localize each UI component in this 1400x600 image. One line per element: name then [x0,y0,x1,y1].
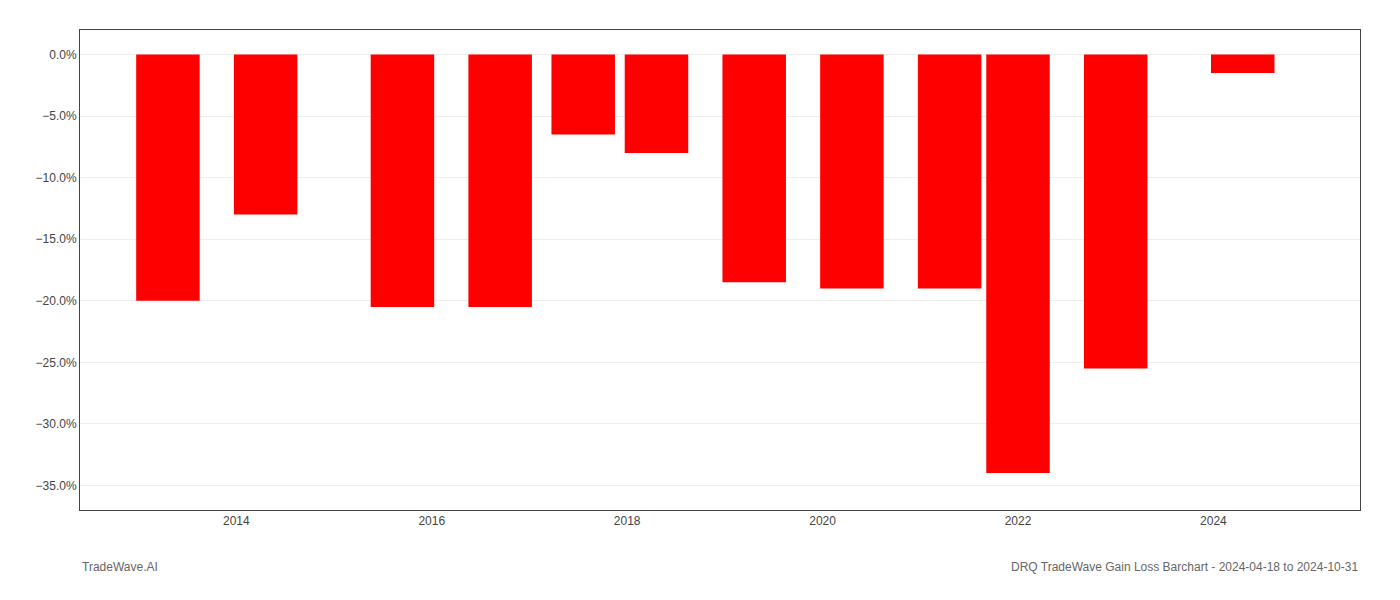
svg-text:TradeWave.AI: TradeWave.AI [82,560,158,574]
svg-text:−35.0%: −35.0% [36,479,77,493]
svg-text:2020: 2020 [809,514,836,528]
svg-text:DRQ TradeWave Gain Loss Barcha: DRQ TradeWave Gain Loss Barchart - 2024-… [1011,560,1358,574]
svg-text:−25.0%: −25.0% [36,356,77,370]
svg-text:−20.0%: −20.0% [36,294,77,308]
svg-text:−15.0%: −15.0% [36,232,77,246]
svg-text:0.0%: 0.0% [49,48,77,62]
svg-text:2022: 2022 [1005,514,1032,528]
svg-text:2018: 2018 [614,514,641,528]
svg-text:2014: 2014 [223,514,250,528]
svg-text:2024: 2024 [1200,514,1227,528]
svg-text:−5.0%: −5.0% [42,109,77,123]
svg-text:2016: 2016 [418,514,445,528]
svg-text:−30.0%: −30.0% [36,417,77,431]
svg-text:−10.0%: −10.0% [36,171,77,185]
